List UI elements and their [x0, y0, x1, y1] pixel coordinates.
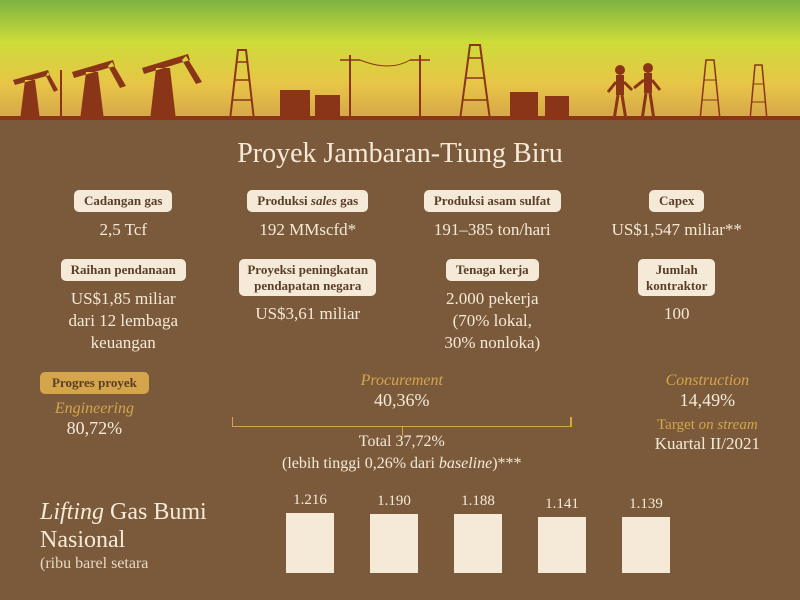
stat-label: Produksi asam sulfat: [424, 190, 561, 212]
stat-item: Jumlahkontraktor 100: [594, 259, 761, 354]
stat-item: Cadangan gas 2,5 Tcf: [40, 190, 207, 241]
stat-item: Tenaga kerja 2.000 pekerja(70% lokal,30% …: [409, 259, 576, 354]
stat-value: 192 MMscfd*: [225, 219, 392, 241]
bar-group: 1.216: [280, 492, 340, 573]
bar-group: 1.190: [364, 493, 424, 573]
stat-value: US$3,61 miliar: [225, 303, 392, 325]
target-value: Kuartal II/2021: [655, 434, 760, 454]
stat-label: Jumlahkontraktor: [638, 259, 715, 296]
bar-group: 1.188: [448, 493, 508, 573]
bar-group: 1.139: [616, 496, 676, 573]
bar-group: 1.141: [532, 496, 592, 573]
progress-eng-name: Engineering: [40, 400, 149, 418]
stat-label: Proyeksi peningkatanpendapatan negara: [239, 259, 376, 296]
stat-value: 2,5 Tcf: [40, 219, 207, 241]
bar-value-label: 1.188: [461, 493, 495, 510]
bar-value-label: 1.190: [377, 493, 411, 510]
progress-section: Progres proyek Engineering 80,72% Procur…: [40, 372, 760, 474]
progress-eng-val: 80,72%: [40, 418, 149, 439]
stat-label: Cadangan gas: [74, 190, 172, 212]
bar-value-label: 1.139: [629, 496, 663, 513]
stat-item: Capex US$1,547 miliar**: [594, 190, 761, 241]
stat-label: Tenaga kerja: [446, 259, 539, 281]
stat-item: Raihan pendanaan US$1,85 miliardari 12 le…: [40, 259, 207, 354]
stats-row-2: Raihan pendanaan US$1,85 miliardari 12 le…: [40, 259, 760, 354]
stat-value: 100: [594, 303, 761, 325]
stat-value: US$1,547 miliar**: [594, 219, 761, 241]
stat-label: Capex: [649, 190, 704, 212]
progress-badge: Progres proyek: [40, 372, 149, 394]
progress-proc-val: 40,36%: [179, 390, 625, 411]
stat-label: Raihan pendanaan: [61, 259, 186, 281]
bar: [622, 517, 670, 573]
progress-con-name: Construction: [655, 372, 760, 390]
chart-title: Lifting Gas BumiNasional: [40, 499, 260, 554]
stat-value: US$1,85 miliardari 12 lembagakeuangan: [40, 288, 207, 354]
bar: [286, 513, 334, 573]
stat-item: Proyeksi peningkatanpendapatan negara US$…: [225, 259, 392, 354]
bar: [454, 514, 502, 573]
stat-value: 2.000 pekerja(70% lokal,30% nonloka): [409, 288, 576, 354]
bracket-line: [232, 417, 572, 427]
oil-rig-silhouettes: [0, 0, 800, 120]
stat-value: 191–385 ton/hari: [409, 219, 576, 241]
main-title: Proyek Jambaran-Tiung Biru: [40, 138, 760, 170]
stats-row-1: Cadangan gas 2,5 Tcf Produksi sales gas 192…: [40, 190, 760, 241]
bar-value-label: 1.216: [293, 492, 327, 509]
stat-item: Produksi asam sulfat 191–385 ton/hari: [409, 190, 576, 241]
bar: [538, 517, 586, 573]
sky-header: [0, 0, 800, 120]
target-label: Target on stream: [655, 417, 760, 434]
chart-bars: 1.216 1.190 1.188 1.141 1.139: [280, 493, 760, 573]
bar-value-label: 1.141: [545, 496, 579, 513]
stat-item: Produksi sales gas 192 MMscfd*: [225, 190, 392, 241]
progress-con-val: 14,49%: [655, 390, 760, 411]
chart-section: Lifting Gas BumiNasional (ribu barel set…: [40, 493, 760, 573]
progress-proc-name: Procurement: [179, 372, 625, 390]
stat-label: Produksi sales gas: [247, 190, 368, 212]
bar: [370, 514, 418, 573]
progress-total: Total 37,72%(lebih tinggi 0,26% dari bas…: [179, 431, 625, 474]
chart-subtitle: (ribu barel setara: [40, 555, 260, 573]
content-area: Proyek Jambaran-Tiung Biru Cadangan gas 2…: [0, 120, 800, 600]
